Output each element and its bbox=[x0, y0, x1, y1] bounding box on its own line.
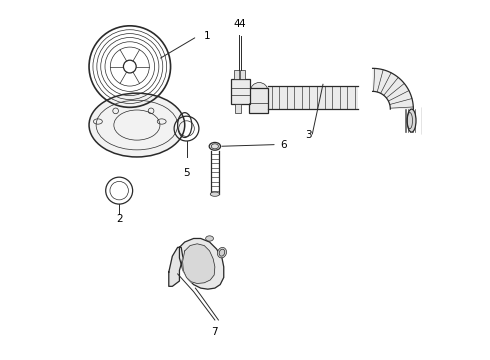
Text: 6: 6 bbox=[280, 140, 287, 149]
Text: 7: 7 bbox=[212, 327, 218, 337]
Bar bbox=[268, 86, 358, 109]
Polygon shape bbox=[372, 68, 414, 109]
Text: 5: 5 bbox=[183, 168, 190, 177]
Text: 3: 3 bbox=[305, 130, 312, 140]
Polygon shape bbox=[179, 238, 224, 289]
Text: 1: 1 bbox=[204, 31, 211, 41]
Bar bbox=[422, 107, 426, 134]
Text: 4: 4 bbox=[234, 19, 240, 30]
Text: 2: 2 bbox=[116, 214, 122, 224]
Polygon shape bbox=[169, 247, 183, 286]
Bar bbox=[234, 70, 239, 79]
Ellipse shape bbox=[218, 247, 226, 258]
Bar bbox=[433, 107, 437, 134]
Text: 4: 4 bbox=[238, 19, 245, 30]
Ellipse shape bbox=[407, 109, 416, 132]
Ellipse shape bbox=[209, 143, 220, 150]
Polygon shape bbox=[183, 244, 215, 283]
Circle shape bbox=[250, 82, 268, 100]
Ellipse shape bbox=[210, 192, 220, 196]
Bar bbox=[231, 79, 250, 104]
Bar bbox=[235, 104, 242, 113]
Bar bbox=[240, 70, 245, 79]
Ellipse shape bbox=[89, 93, 185, 157]
Ellipse shape bbox=[206, 236, 214, 241]
Bar bbox=[248, 88, 268, 113]
